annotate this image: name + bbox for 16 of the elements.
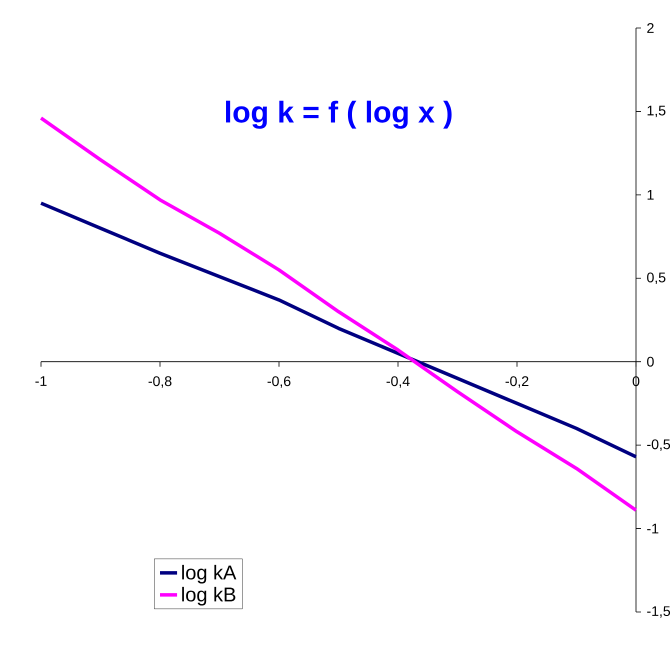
y-tick-label: 0: [647, 356, 654, 367]
y-tick-label: 1,5: [648, 106, 666, 118]
x-tick-label: -0,6: [268, 376, 290, 388]
x-tick-label: -0,4: [386, 376, 410, 388]
x-tick-label: -1: [35, 376, 47, 386]
legend-label: log kB: [182, 586, 236, 606]
y-tick-label: -0,5: [647, 439, 670, 451]
x-tick-label: -0,2: [506, 376, 528, 388]
y-tick-label: 2: [647, 23, 654, 33]
text: log k = f ( log x ): [226, 100, 452, 129]
y-tick-label: -1,5: [647, 606, 670, 618]
y-tick-label: -1: [647, 524, 658, 534]
y-tick-label: 0,5: [647, 272, 666, 284]
legend-label: log kA: [182, 564, 236, 584]
x-tick-label: -0,8: [148, 376, 172, 388]
y-tick-label: 1: [648, 190, 654, 200]
